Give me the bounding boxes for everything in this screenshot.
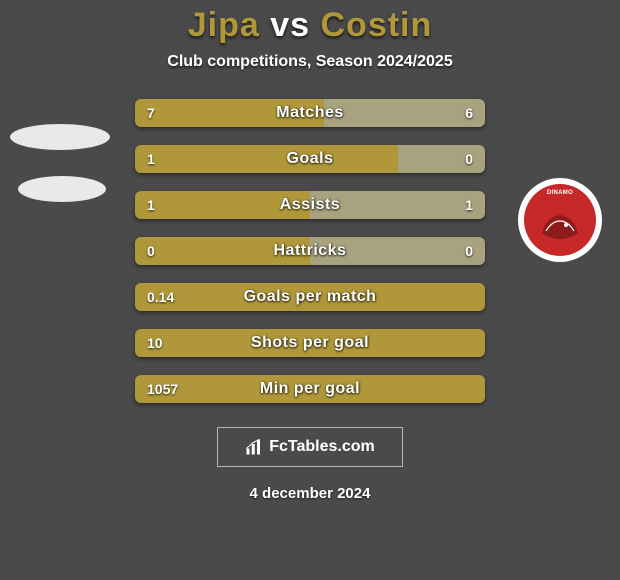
comparison-card: Jipa vs Costin Club competitions, Season… xyxy=(0,0,620,580)
stat-row: 11Assists xyxy=(135,191,485,219)
title-player2: Costin xyxy=(321,6,433,44)
title-vs: vs xyxy=(270,6,310,44)
club-badge-inner: DINAMO xyxy=(524,184,596,256)
title: Jipa vs Costin xyxy=(188,6,433,45)
watermark: FcTables.com xyxy=(217,427,403,467)
stat-row: 00Hattricks xyxy=(135,237,485,265)
subtitle: Club competitions, Season 2024/2025 xyxy=(167,53,452,71)
stat-row: 10Shots per goal xyxy=(135,329,485,357)
stat-label: Hattricks xyxy=(274,242,347,260)
stat-label: Matches xyxy=(276,104,344,122)
stat-label: Shots per goal xyxy=(251,334,369,352)
barchart-icon xyxy=(245,438,263,456)
player2-club-badge: DINAMO xyxy=(518,178,602,262)
stat-row: 76Matches xyxy=(135,99,485,127)
club-badge-animal-icon xyxy=(536,205,584,245)
player1-badge-placeholder-2 xyxy=(18,176,106,202)
stat-label: Goals per match xyxy=(244,288,377,306)
stat-row: 10Goals xyxy=(135,145,485,173)
watermark-text: FcTables.com xyxy=(269,438,375,456)
date-text: 4 december 2024 xyxy=(250,485,371,502)
stat-label: Min per goal xyxy=(260,380,360,398)
title-player1: Jipa xyxy=(188,6,260,44)
club-badge-text: DINAMO xyxy=(547,190,573,196)
stat-row: 0.14Goals per match xyxy=(135,283,485,311)
stat-row: 1057Min per goal xyxy=(135,375,485,403)
stat-label: Assists xyxy=(280,196,340,214)
stat-label: Goals xyxy=(287,150,334,168)
stats-column: 76Matches 10Goals 11Assists 00Hattricks 0.14… xyxy=(135,99,485,403)
player1-badge-placeholder-1 xyxy=(10,124,110,150)
